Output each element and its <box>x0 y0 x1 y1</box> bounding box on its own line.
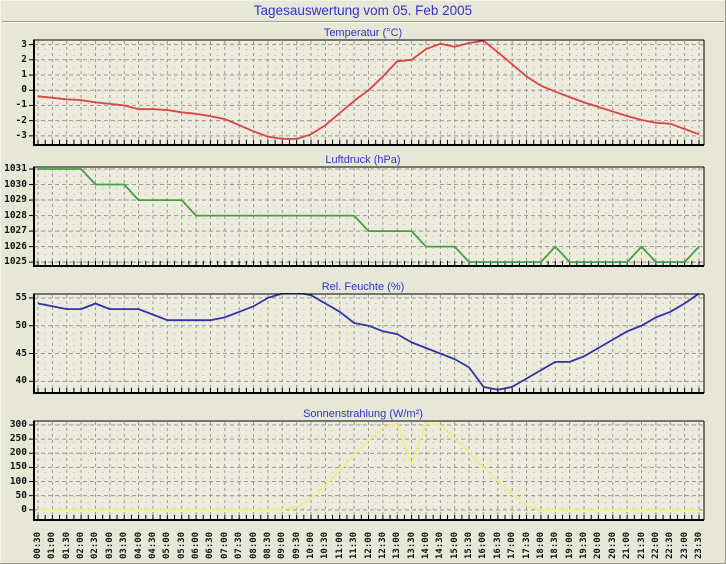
x-tick-label: 19:30 <box>579 531 590 559</box>
page-title: Tagesauswertung vom 05. Feb 2005 <box>253 3 473 18</box>
y-tick-label: 0 <box>21 84 27 96</box>
chart-title-luftdruck: Luftdruck (hPa) <box>325 154 401 166</box>
rel-feuchte-chart <box>0 293 706 395</box>
y-tick-label: 50 <box>15 319 27 331</box>
title-divider <box>2 21 724 23</box>
y-tick-label: 0 <box>21 503 27 515</box>
y-tick-label: -3 <box>15 129 27 141</box>
x-tick-label: 08:00 <box>248 531 259 559</box>
y-tick-label: 2 <box>21 53 27 65</box>
x-tick-label: 02:00 <box>76 531 87 559</box>
chart-title-rel-feuchte: Rel. Feuchte (%) <box>321 281 405 293</box>
y-tick-label: 200 <box>9 447 27 459</box>
y-tick-label: -1 <box>15 99 27 111</box>
rel-feuchte-plot <box>29 293 705 394</box>
temperatur-c-plot <box>29 39 705 146</box>
y-tick-label: 1027 <box>4 225 27 237</box>
sonnenstrahlung-w-m-plot <box>29 420 705 521</box>
x-tick-label: 11:30 <box>349 531 360 559</box>
x-tick-label: 04:00 <box>133 531 144 559</box>
x-tick-label: 04:30 <box>147 531 158 559</box>
x-tick-label: 02:30 <box>90 531 101 559</box>
x-tick-label: 21:00 <box>622 531 633 559</box>
x-tick-label: 22:30 <box>665 531 676 559</box>
x-tick-label: 05:30 <box>176 531 187 559</box>
x-tick-label: 18:00 <box>535 531 546 559</box>
x-tick-label: 17:30 <box>521 531 532 559</box>
x-tick-label: 12:00 <box>363 531 374 559</box>
y-tick-label: 55 <box>15 291 27 303</box>
y-tick-label: 50 <box>15 489 27 501</box>
x-tick-label: 09:00 <box>277 531 288 559</box>
x-tick-label: 15:30 <box>464 531 475 559</box>
x-tick-label: 06:00 <box>191 531 202 559</box>
x-tick-label: 06:30 <box>205 531 216 559</box>
x-tick-label: 16:30 <box>492 531 503 559</box>
y-tick-label: 1 <box>21 69 27 80</box>
y-tick-label: 1025 <box>4 256 27 268</box>
x-tick-label: 20:30 <box>607 531 618 559</box>
y-tick-label: 1031 <box>4 163 27 175</box>
x-tick-label: 09:30 <box>291 531 302 559</box>
y-tick-label: 45 <box>15 347 27 359</box>
x-tick-label: 23:30 <box>694 531 704 559</box>
x-tick-label: 10:00 <box>306 531 317 559</box>
x-tick-label: 08:30 <box>262 531 273 559</box>
sonnenstrahlung-chart <box>0 420 706 522</box>
y-tick-label: 1026 <box>4 240 27 252</box>
y-tick-label: 1029 <box>4 194 27 206</box>
x-axis-time-labels: 00:30 01:00 01:30 02:00 02:30 03:00 03:30 04:00… <box>0 522 726 562</box>
x-tick-label: 21:30 <box>636 531 647 559</box>
y-tick-label: 100 <box>9 475 27 487</box>
y-tick-label: 40 <box>15 375 27 387</box>
x-tick-label: 13:30 <box>406 531 417 559</box>
x-tick-label: 22:00 <box>650 531 661 559</box>
x-tick-label: 05:00 <box>162 531 173 559</box>
y-tick-label: 3 <box>21 38 27 50</box>
x-tick-label: 18:30 <box>550 531 561 559</box>
luftdruck-hpa-plot <box>29 166 705 267</box>
y-tick-label: 250 <box>9 433 27 445</box>
y-tick-label: 150 <box>9 461 27 473</box>
x-tick-label: 17:00 <box>507 531 518 559</box>
temperatur-chart <box>0 39 706 147</box>
x-tick-label: 13:00 <box>392 531 403 559</box>
x-tick-label: 01:00 <box>47 531 58 559</box>
luftdruck-chart <box>0 166 706 268</box>
y-tick-label: -2 <box>15 114 27 126</box>
x-tick-label: 14:00 <box>420 531 431 559</box>
x-tick-label: 11:00 <box>334 531 345 559</box>
x-tick-label: 14:30 <box>435 531 446 559</box>
x-tick-label: 00:30 <box>33 531 43 559</box>
x-tick-label: 15:00 <box>449 531 460 559</box>
x-tick-label: 01:30 <box>61 531 72 559</box>
y-tick-label: 1028 <box>4 209 27 221</box>
x-tick-label: 12:30 <box>377 531 388 559</box>
x-tick-label: 19:00 <box>564 531 575 559</box>
x-tick-label: 20:00 <box>593 531 604 559</box>
x-tick-label: 23:00 <box>679 531 690 559</box>
x-tick-label: 03:30 <box>119 531 130 559</box>
y-tick-label: 300 <box>9 418 27 430</box>
chart-title-temperatur: Temperatur (°C) <box>323 27 403 39</box>
x-tick-label: 03:00 <box>104 531 115 559</box>
x-tick-label: 10:30 <box>320 531 331 559</box>
x-tick-label: 07:00 <box>219 531 230 559</box>
x-tick-label: 16:00 <box>478 531 489 559</box>
y-tick-label: 1030 <box>4 178 27 190</box>
chart-title-sonnenstrahlung: Sonnenstrahlung (W/m²) <box>303 408 423 420</box>
x-tick-label: 07:30 <box>234 531 245 559</box>
